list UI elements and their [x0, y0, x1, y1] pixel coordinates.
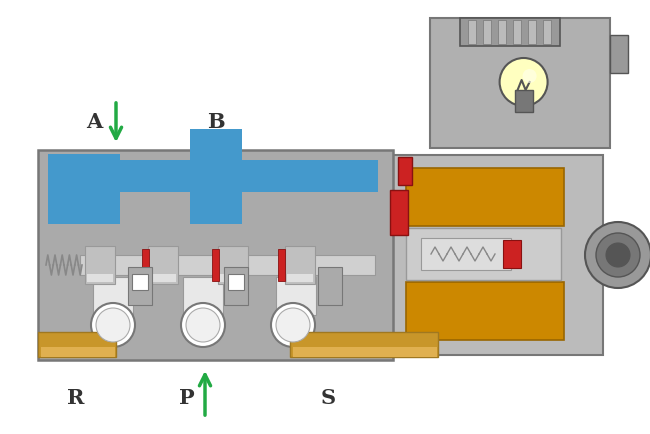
Bar	[48, 154, 120, 224]
Bar	[41, 347, 115, 357]
Circle shape	[96, 308, 130, 342]
Circle shape	[523, 69, 537, 83]
Bar	[543, 20, 551, 44]
Bar	[398, 157, 412, 185]
Bar	[390, 190, 408, 235]
Bar	[290, 332, 438, 357]
Bar	[406, 228, 561, 280]
Bar	[430, 18, 610, 148]
Bar	[212, 249, 219, 281]
Circle shape	[500, 58, 547, 106]
Bar	[278, 249, 285, 281]
Bar	[80, 255, 375, 275]
Bar	[85, 246, 115, 284]
Bar	[228, 274, 244, 290]
Bar	[224, 267, 248, 305]
Bar	[218, 246, 248, 284]
Text: S: S	[320, 388, 335, 408]
Circle shape	[91, 303, 135, 347]
Bar	[468, 20, 476, 44]
Bar	[38, 150, 393, 360]
Bar	[610, 35, 628, 73]
Bar	[503, 240, 521, 268]
Bar	[93, 277, 133, 315]
Bar	[293, 347, 437, 357]
Bar	[87, 274, 113, 282]
Circle shape	[271, 303, 315, 347]
Bar	[513, 20, 521, 44]
Text: P: P	[179, 388, 195, 408]
Bar	[183, 277, 223, 315]
Circle shape	[585, 222, 650, 288]
Bar	[287, 274, 313, 282]
Bar	[406, 282, 564, 340]
Circle shape	[181, 303, 225, 347]
Bar	[318, 267, 342, 305]
Text: A: A	[86, 112, 102, 132]
Bar	[132, 274, 148, 290]
Bar	[483, 20, 491, 44]
Bar	[406, 168, 564, 226]
Circle shape	[186, 308, 220, 342]
Bar	[421, 238, 511, 270]
Bar	[460, 18, 560, 46]
Bar	[48, 160, 378, 192]
Bar	[528, 20, 536, 44]
Bar	[220, 274, 246, 282]
Text: R: R	[68, 388, 84, 408]
Bar	[38, 332, 116, 357]
Bar	[150, 274, 176, 282]
Bar	[276, 277, 316, 315]
Circle shape	[596, 233, 640, 277]
Bar	[515, 90, 532, 112]
Bar	[128, 267, 152, 305]
Bar	[142, 249, 149, 281]
Bar	[498, 20, 506, 44]
Circle shape	[606, 243, 630, 267]
Circle shape	[276, 308, 310, 342]
Bar	[48, 160, 333, 192]
Text: B: B	[207, 112, 225, 132]
Bar	[388, 155, 603, 355]
Bar	[190, 129, 242, 224]
Bar	[285, 246, 315, 284]
Bar	[148, 246, 178, 284]
